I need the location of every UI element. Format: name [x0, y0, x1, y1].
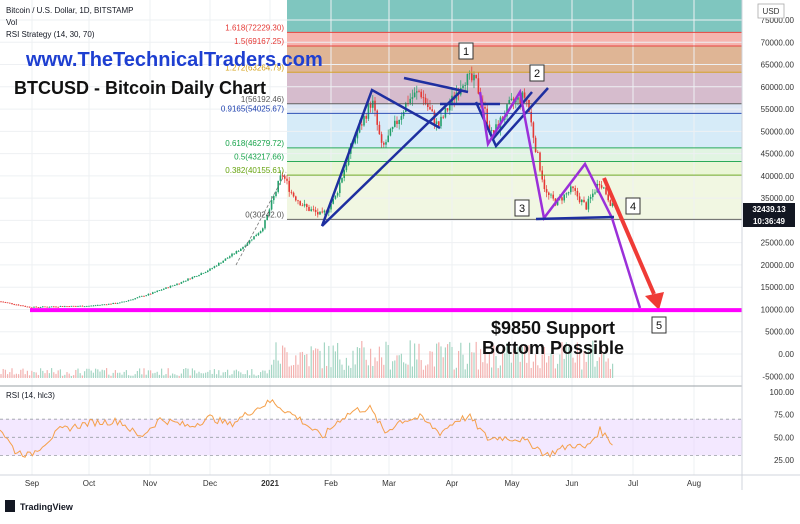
- fib-label: 1.5(69167.25): [234, 37, 284, 46]
- rsi-tick: 25.00: [774, 456, 795, 465]
- price-tick: 55000.00: [761, 105, 795, 114]
- wave-drawings: [320, 76, 664, 310]
- rsi-line: [0, 398, 613, 459]
- price-tick: 0.00: [778, 350, 794, 359]
- price-tick: 35000.00: [761, 194, 795, 203]
- tradingview-logo: TradingView: [5, 500, 74, 512]
- svg-text:2: 2: [534, 68, 540, 80]
- svg-text:5: 5: [656, 320, 662, 332]
- current-price: 32439.13: [752, 205, 786, 214]
- time-tick: Nov: [143, 479, 157, 488]
- time-tick: Mar: [382, 479, 396, 488]
- arrow-head: [645, 292, 664, 310]
- arrow-shaft: [602, 177, 656, 295]
- rsi-path: [0, 398, 613, 459]
- price-tick: 65000.00: [761, 61, 795, 70]
- watermark-url: www.TheTechnicalTraders.com: [25, 49, 323, 71]
- blue-trend-upper: [403, 76, 469, 94]
- blue-wave2-lower: [491, 91, 533, 141]
- support-text-2: Bottom Possible: [482, 338, 624, 358]
- wave-label-5: 5: [651, 316, 667, 334]
- rsi-tick: 75.00: [774, 411, 795, 420]
- time-tick: Apr: [446, 479, 459, 488]
- time-tick: Feb: [324, 479, 338, 488]
- blue-triangle-left: [320, 88, 441, 227]
- time-axis: Sep Oct Nov Dec 2021 Feb Mar Apr May Jun Jul Aug: [25, 479, 701, 488]
- fib-label: 1(56192.46): [241, 95, 284, 104]
- fib-label: 0.5(43217.66): [234, 153, 284, 162]
- wave-label-1: 1: [458, 42, 474, 60]
- wave-label-3: 3: [514, 199, 530, 217]
- blue-trend-lower: [321, 89, 463, 227]
- rsi-axis: 100.00 75.00 50.00 25.00: [770, 388, 795, 465]
- rsi-label: RSI (14, hlc3): [6, 391, 55, 400]
- fib-zones: [287, 0, 742, 220]
- time-tick: 2021: [261, 479, 279, 488]
- time-tick: Aug: [687, 479, 701, 488]
- fib-label: 0(30242.0): [245, 210, 284, 219]
- rsi-strategy-label: RSI Strategy (14, 30, 70): [6, 30, 95, 39]
- price-tick: -5000.00: [762, 372, 794, 381]
- fib-label: 0.382(40155.61): [225, 166, 284, 175]
- tradingview-icon: [5, 500, 15, 512]
- volume-bars: [0, 340, 614, 378]
- price-tick: 15000.00: [761, 283, 795, 292]
- price-tick: 60000.00: [761, 83, 795, 92]
- rsi-tick: 100.00: [770, 388, 795, 397]
- blue-base-line: [535, 215, 615, 221]
- fib-label: 1.272(63264.79): [225, 63, 284, 72]
- price-tick: 25000.00: [761, 239, 795, 248]
- price-axis: 75000.00 70000.00 65000.00 60000.00 55000.00…: [761, 16, 795, 381]
- rsi-tick: 50.00: [774, 433, 795, 442]
- chart-title: BTCUSD - Bitcoin Daily Chart: [14, 78, 266, 98]
- time-tick: May: [504, 479, 519, 488]
- time-tick: Oct: [83, 479, 96, 488]
- price-tick: 20000.00: [761, 261, 795, 270]
- price-tick: 50000.00: [761, 127, 795, 136]
- fib-lines: 1.618(72229.30) 1.5(69167.25) 1.272(63264.…: [221, 23, 742, 220]
- time-tick: Jun: [566, 479, 579, 488]
- fib-label: 0.618(46279.72): [225, 139, 284, 148]
- wave-label-4: 4: [625, 197, 641, 215]
- fib-label: 1.618(72229.30): [225, 23, 284, 32]
- vol-label: Vol: [6, 18, 17, 27]
- symbol-line: Bitcoin / U.S. Dollar, 1D, BITSTAMP: [6, 6, 133, 15]
- fib-label: 0.9165(54025.67): [221, 104, 285, 113]
- footer-brand: TradingView: [20, 502, 74, 512]
- price-tick: 40000.00: [761, 172, 795, 181]
- support-text-1: $9850 Support: [491, 318, 615, 338]
- price-tick: 70000.00: [761, 38, 795, 47]
- wave-label-2: 2: [529, 64, 545, 82]
- price-tick: 5000.00: [765, 328, 794, 337]
- svg-text:4: 4: [630, 201, 636, 213]
- time-tick: Jul: [628, 479, 638, 488]
- currency-label: USD: [763, 7, 780, 16]
- countdown: 10:36:49: [753, 217, 786, 226]
- price-tick: 75000.00: [761, 16, 795, 25]
- price-tick: 45000.00: [761, 150, 795, 159]
- price-tick: 10000.00: [761, 305, 795, 314]
- time-tick: Dec: [203, 479, 217, 488]
- time-tick: Sep: [25, 479, 40, 488]
- svg-text:1: 1: [463, 46, 469, 58]
- svg-text:3: 3: [519, 203, 525, 215]
